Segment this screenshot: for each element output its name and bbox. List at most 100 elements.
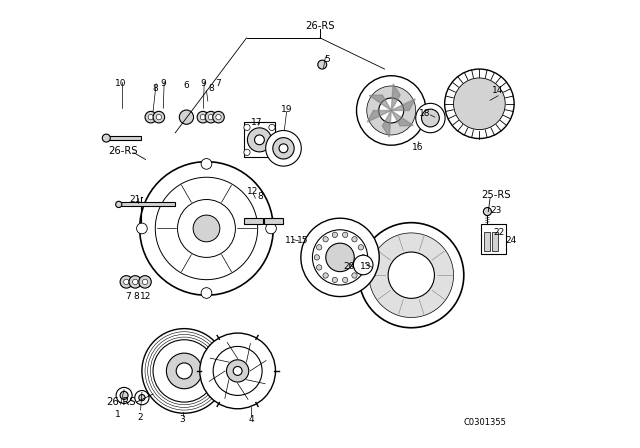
Circle shape bbox=[216, 115, 221, 120]
Text: 26-RS: 26-RS bbox=[106, 397, 135, 407]
Circle shape bbox=[332, 232, 337, 237]
Circle shape bbox=[139, 395, 145, 401]
Circle shape bbox=[342, 232, 348, 237]
Text: 2: 2 bbox=[138, 413, 143, 422]
Circle shape bbox=[367, 86, 416, 135]
Text: 10: 10 bbox=[115, 79, 126, 88]
Text: 8: 8 bbox=[257, 192, 263, 201]
Circle shape bbox=[233, 366, 242, 375]
Bar bbox=[244, 218, 263, 224]
Circle shape bbox=[145, 112, 157, 123]
Circle shape bbox=[244, 124, 250, 130]
Circle shape bbox=[227, 360, 249, 382]
Text: 16: 16 bbox=[412, 143, 424, 152]
Circle shape bbox=[353, 255, 373, 275]
Circle shape bbox=[180, 112, 192, 123]
Text: 12: 12 bbox=[246, 187, 258, 196]
Circle shape bbox=[116, 201, 122, 207]
Text: 14: 14 bbox=[492, 86, 504, 95]
Circle shape bbox=[193, 215, 220, 242]
Bar bbox=[264, 218, 283, 224]
Circle shape bbox=[139, 276, 151, 288]
Circle shape bbox=[142, 279, 148, 284]
Circle shape bbox=[342, 277, 348, 283]
Circle shape bbox=[153, 112, 164, 123]
Circle shape bbox=[120, 392, 128, 400]
Circle shape bbox=[176, 363, 192, 379]
Circle shape bbox=[244, 149, 250, 155]
Text: 15: 15 bbox=[298, 237, 309, 246]
Text: 18: 18 bbox=[419, 109, 430, 118]
Circle shape bbox=[359, 223, 464, 328]
Circle shape bbox=[200, 333, 275, 409]
Circle shape bbox=[197, 112, 209, 123]
Text: 8: 8 bbox=[208, 84, 214, 93]
Circle shape bbox=[166, 353, 202, 389]
Circle shape bbox=[208, 115, 214, 120]
Circle shape bbox=[177, 199, 236, 258]
Text: 4: 4 bbox=[248, 415, 254, 424]
Circle shape bbox=[156, 177, 258, 280]
Circle shape bbox=[454, 78, 505, 129]
Bar bbox=[244, 122, 275, 157]
Circle shape bbox=[266, 223, 276, 234]
Text: 21: 21 bbox=[129, 195, 141, 204]
Circle shape bbox=[416, 103, 445, 133]
Circle shape bbox=[132, 279, 138, 284]
Text: 26-RS: 26-RS bbox=[305, 21, 335, 31]
Text: 3: 3 bbox=[179, 415, 185, 424]
Text: 5: 5 bbox=[324, 55, 330, 64]
Circle shape bbox=[358, 265, 364, 270]
Circle shape bbox=[358, 245, 364, 250]
Polygon shape bbox=[367, 111, 391, 122]
Circle shape bbox=[356, 76, 426, 145]
Circle shape bbox=[326, 243, 355, 271]
Circle shape bbox=[201, 288, 212, 298]
Circle shape bbox=[156, 115, 161, 120]
Circle shape bbox=[255, 135, 264, 145]
Circle shape bbox=[301, 218, 380, 297]
Polygon shape bbox=[382, 111, 391, 137]
Circle shape bbox=[317, 245, 322, 250]
Circle shape bbox=[352, 273, 357, 278]
Bar bbox=[484, 232, 490, 251]
Bar bbox=[117, 202, 175, 206]
Circle shape bbox=[136, 223, 147, 234]
Text: 22: 22 bbox=[493, 228, 504, 237]
Circle shape bbox=[124, 279, 129, 284]
Text: 8: 8 bbox=[152, 84, 158, 93]
Circle shape bbox=[269, 149, 275, 155]
Circle shape bbox=[116, 388, 132, 404]
Text: 19: 19 bbox=[281, 105, 292, 114]
Circle shape bbox=[483, 207, 492, 215]
Circle shape bbox=[445, 69, 514, 138]
Text: 23: 23 bbox=[490, 206, 502, 215]
Text: 11: 11 bbox=[285, 237, 297, 246]
Circle shape bbox=[273, 138, 294, 159]
Text: 6: 6 bbox=[184, 82, 189, 90]
Circle shape bbox=[142, 329, 227, 413]
Circle shape bbox=[148, 115, 154, 120]
Text: 20: 20 bbox=[343, 262, 355, 271]
Circle shape bbox=[213, 346, 262, 396]
Circle shape bbox=[388, 252, 435, 298]
Circle shape bbox=[369, 233, 454, 318]
Text: 9: 9 bbox=[161, 79, 166, 88]
Circle shape bbox=[360, 255, 366, 260]
Polygon shape bbox=[391, 84, 400, 111]
Text: 8: 8 bbox=[134, 292, 140, 301]
Bar bbox=[492, 232, 498, 251]
Bar bbox=[106, 136, 141, 140]
Circle shape bbox=[212, 112, 224, 123]
Circle shape bbox=[184, 115, 189, 120]
Bar bbox=[481, 224, 506, 254]
Circle shape bbox=[205, 112, 217, 123]
Circle shape bbox=[314, 255, 319, 260]
Circle shape bbox=[129, 276, 141, 288]
Text: 24: 24 bbox=[505, 237, 516, 246]
Circle shape bbox=[266, 130, 301, 166]
Circle shape bbox=[422, 109, 439, 127]
Circle shape bbox=[135, 391, 149, 405]
Circle shape bbox=[323, 273, 328, 278]
Circle shape bbox=[318, 60, 326, 69]
